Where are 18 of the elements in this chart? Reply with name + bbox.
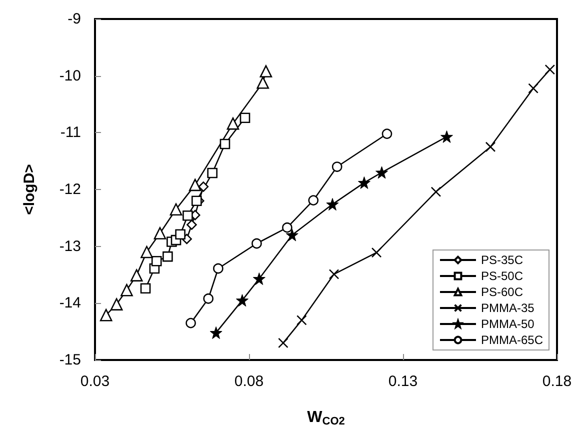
y-tick-label: -14 [59,294,81,312]
x-tick-label: 0.03 [80,373,110,390]
y-tick-label: -9 [68,10,81,28]
legend-label: PMMA-65C [480,333,544,347]
legend-label: PS-50C [480,269,524,283]
y-tick-label: -12 [59,181,81,198]
y-axis-title: <logD> [21,164,38,215]
x-tick-label: 0.18 [542,373,572,390]
legend-label: PMMA-35 [480,301,535,315]
x-tick-label: 0.08 [234,373,264,390]
x-tick-label: 0.13 [388,373,418,390]
legend-label: PS-60C [480,285,524,299]
legend-label: PS-35C [480,253,524,267]
y-tick-label: -11 [60,124,81,142]
y-tick-label: -15 [59,352,81,368]
y-tick-label: -10 [59,67,81,84]
y-tick-label: -13 [59,238,81,255]
legend-label: PMMA-50 [480,317,535,331]
